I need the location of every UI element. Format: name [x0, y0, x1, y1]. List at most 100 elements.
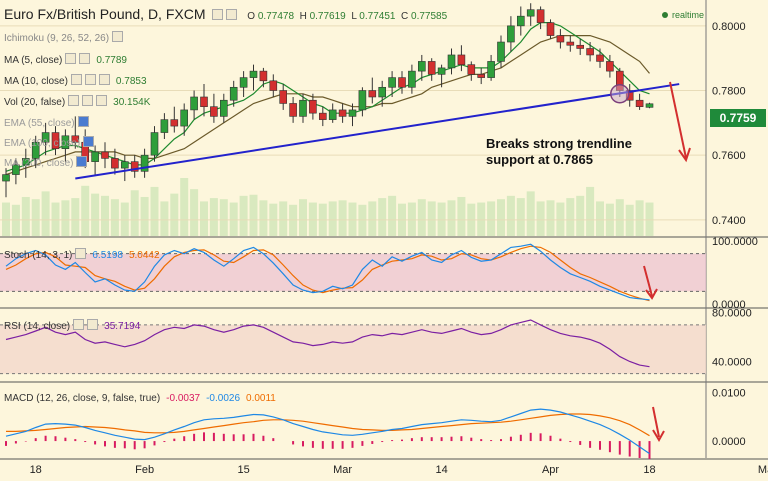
price-arrow — [669, 81, 687, 159]
x-tick-label: 18 — [30, 464, 42, 476]
candle-body — [2, 174, 10, 182]
stoch-tick-label: 100.0000 — [712, 236, 758, 248]
volume-bar — [427, 201, 436, 236]
rsi-band — [0, 324, 706, 374]
rsi-label[interactable]: RSI (14, close) 35.7194 — [4, 319, 141, 332]
candle-body — [388, 77, 396, 88]
volume-bar — [437, 202, 446, 236]
indicator-ma200[interactable]: MA (200, close) — [4, 156, 88, 169]
rsi-tick-label: 80.0000 — [712, 308, 752, 320]
stoch-k-line — [5, 243, 650, 301]
volume-bar — [101, 195, 109, 236]
breakout-marker — [610, 84, 630, 104]
indicator-ichimoku[interactable]: Ichimoku (9, 26, 52, 26) — [4, 31, 124, 44]
candle-body — [556, 35, 565, 43]
stoch-arrow-head — [645, 288, 658, 300]
volume-bar — [447, 200, 456, 236]
volume-bar — [299, 199, 307, 236]
eye-box-icon — [87, 319, 99, 330]
candle-body — [61, 135, 70, 150]
volume-bar — [308, 202, 317, 236]
volume-bar — [170, 193, 179, 236]
x-tick-label: Feb — [135, 464, 154, 476]
stoch-label[interactable]: Stoch (14, 3, 1) 6.5198 5.0442 — [4, 248, 160, 261]
candle-body — [566, 41, 575, 46]
symbol-title[interactable]: Euro Fx/British Pound, D, FXCM — [4, 6, 206, 22]
x-tick-label: 18 — [643, 464, 655, 476]
candle-body — [507, 25, 515, 43]
candle-body — [289, 103, 297, 117]
volume-bar — [417, 199, 426, 236]
candle-body — [180, 109, 188, 127]
candle-body — [111, 158, 119, 169]
x-tick-label: 14 — [435, 464, 447, 476]
candle-body — [635, 99, 644, 107]
macd-tick-label: 0.0100 — [712, 388, 746, 400]
volume-bar — [140, 196, 149, 236]
volume-bar — [368, 201, 377, 236]
volume-bar — [526, 191, 535, 236]
candle-body — [279, 90, 288, 104]
volume-bar — [457, 196, 466, 236]
volume-bar — [338, 200, 347, 236]
settings-box-icon — [70, 74, 82, 85]
candle-body — [368, 90, 377, 98]
indicator-ema55[interactable]: EMA (55, close) — [4, 116, 89, 129]
ma10-line — [5, 34, 650, 176]
candle-body — [467, 64, 476, 75]
volume-bar — [388, 195, 397, 236]
candle-body — [121, 161, 129, 169]
eye-box-icon — [82, 95, 94, 106]
indicator-ema100[interactable]: EMA (100, close) — [4, 136, 95, 149]
volume-bar — [190, 189, 199, 236]
volume-bar — [130, 190, 139, 236]
volume-bar — [576, 195, 585, 236]
indicator-ma5[interactable]: MA (5, close) 0.7789 — [4, 53, 127, 66]
volume-bar — [635, 200, 644, 236]
volume-bar — [645, 202, 654, 236]
volume-bar — [81, 185, 90, 236]
candle-body — [398, 77, 406, 88]
stoch-tick-label: 0.0000 — [712, 299, 746, 311]
candle-body — [140, 154, 149, 172]
candle-body — [576, 44, 585, 49]
candle-body — [586, 48, 594, 56]
volume-bar — [150, 186, 159, 236]
candle-body — [200, 96, 208, 107]
volume-bar — [219, 199, 228, 236]
macd-line — [5, 408, 650, 455]
volume-bar — [41, 191, 50, 236]
macd-label[interactable]: MACD (12, 26, close, 9, false, true) -0.0… — [4, 393, 276, 404]
indicator-volume[interactable]: Vol (20, false) 30.154K — [4, 95, 151, 108]
settings-box-icon — [75, 248, 87, 259]
eye-box-icon[interactable] — [226, 9, 238, 20]
volume-bar — [586, 186, 595, 236]
volume-bar — [160, 201, 169, 236]
indicator-ma10[interactable]: MA (10, close) 0.7853 — [4, 74, 147, 87]
volume-bar — [536, 201, 545, 236]
candle-body — [71, 135, 80, 143]
candle-body — [348, 109, 357, 117]
candle-body — [427, 61, 436, 75]
eye-box-icon — [79, 53, 91, 64]
candle-body — [31, 141, 40, 159]
last-price-tag: 0.7759 — [710, 109, 766, 127]
candle-body — [536, 9, 545, 23]
candle-body — [51, 132, 60, 150]
candle-body — [21, 158, 30, 166]
stoch-arrow — [643, 265, 653, 297]
volume-bar — [21, 196, 30, 236]
candle-body — [477, 74, 486, 78]
candle-body — [299, 99, 307, 117]
volume-bar — [229, 202, 238, 236]
settings-box-icon — [76, 156, 88, 167]
volume-bar — [91, 193, 100, 236]
candle-body — [91, 151, 99, 162]
chart-header: Euro Fx/British Pound, D, FXCM O 0.77478… — [4, 6, 447, 22]
stoch-d-line — [5, 245, 650, 302]
candle-body — [12, 164, 20, 175]
settings-box-icon[interactable] — [212, 9, 224, 20]
candle-body — [309, 99, 317, 114]
volume-bar — [11, 204, 20, 236]
